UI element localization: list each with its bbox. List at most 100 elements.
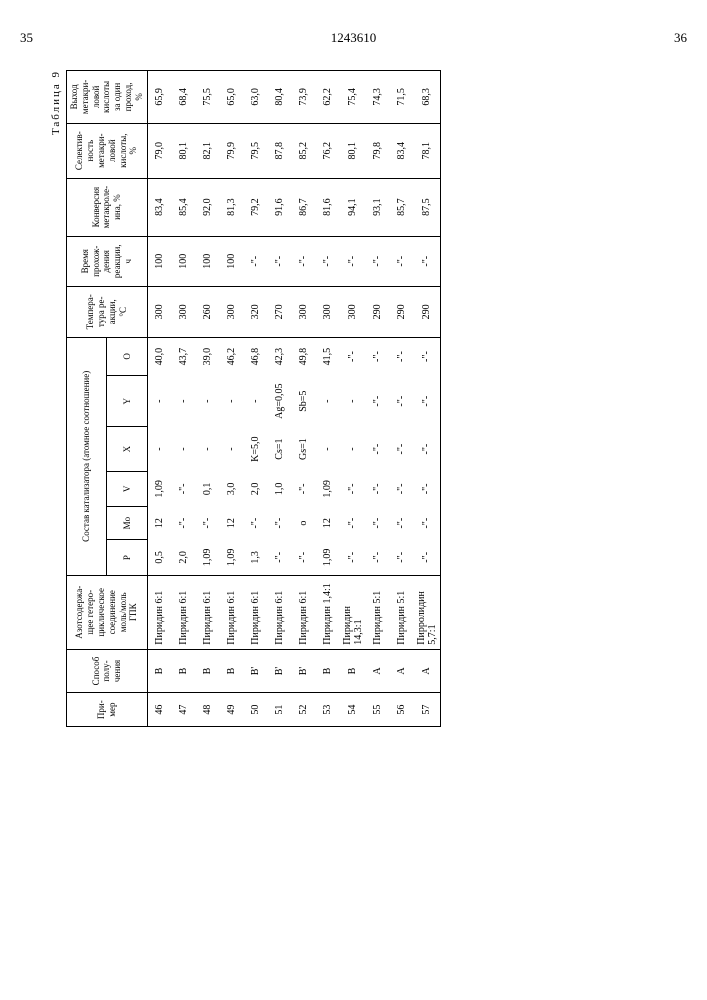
- cell-yield: 75,4: [340, 71, 366, 124]
- cell-y: -: [147, 375, 172, 427]
- cell-mo: 12: [220, 506, 244, 539]
- cell-x: K=5,0: [244, 427, 268, 471]
- cell-het: Пиридин14,3:1: [340, 575, 366, 649]
- cell-mo: 12: [147, 506, 172, 539]
- cell-t: 300: [340, 286, 366, 337]
- cell-het: Пиридин 6:1: [196, 575, 220, 649]
- cell-conv: 92,0: [196, 178, 220, 236]
- cell-sel: 79,9: [220, 123, 244, 178]
- th-p: P: [107, 540, 147, 575]
- cell-p: 1,3: [244, 540, 268, 575]
- cell-sel: 85,2: [292, 123, 316, 178]
- cell-y: -: [220, 375, 244, 427]
- table-head: При-мер Способполу-чения Азотсодержа-щее…: [67, 71, 148, 727]
- cell-p: -"-: [340, 540, 366, 575]
- cell-t: 290: [366, 286, 390, 337]
- cell-time: -"-: [268, 236, 292, 286]
- table-row: 55АПиридин 5:1-"--"--"--"--"--"-290-"-93…: [366, 71, 390, 727]
- cell-p: -"-: [292, 540, 316, 575]
- cell-time: -"-: [340, 236, 366, 286]
- cell-m: А: [414, 649, 441, 693]
- cell-p: 0,5: [147, 540, 172, 575]
- cell-conv: 86,7: [292, 178, 316, 236]
- cell-p: 2,0: [172, 540, 196, 575]
- cell-sel: 82,1: [196, 123, 220, 178]
- cell-n: 50: [244, 693, 268, 727]
- cell-y: -"-: [390, 375, 414, 427]
- cell-x: -: [316, 427, 340, 471]
- th-primer: При-мер: [67, 693, 148, 727]
- cell-conv: 85,7: [390, 178, 414, 236]
- cell-o: 49,8: [292, 337, 316, 375]
- cell-v: 0,1: [196, 471, 220, 506]
- table-row: 53ВПиридин 1,4:11,09121,09--41,5300-"-81…: [316, 71, 340, 727]
- cell-m: В: [220, 649, 244, 693]
- cell-o: 42,3: [268, 337, 292, 375]
- cell-yield: 62,2: [316, 71, 340, 124]
- cell-y: -: [172, 375, 196, 427]
- cell-mo: о: [292, 506, 316, 539]
- th-conv: Конверсияметакроле-ина, %: [67, 178, 148, 236]
- th-x: X: [107, 427, 147, 471]
- cell-conv: 79,2: [244, 178, 268, 236]
- table-row: 52В'Пиридин 6:1-"-о-"-Gs=1Sb=549,8300-"-…: [292, 71, 316, 727]
- cell-time: 100: [220, 236, 244, 286]
- cell-o: 46,2: [220, 337, 244, 375]
- cell-p: -"-: [414, 540, 441, 575]
- cell-x: -"-: [366, 427, 390, 471]
- cell-t: 300: [292, 286, 316, 337]
- cell-sel: 87,8: [268, 123, 292, 178]
- cell-yield: 80,4: [268, 71, 292, 124]
- cell-conv: 81,6: [316, 178, 340, 236]
- cell-time: -"-: [292, 236, 316, 286]
- cell-het: Пиридин 6:1: [220, 575, 244, 649]
- cell-o: 40,0: [147, 337, 172, 375]
- cell-yield: 71,5: [390, 71, 414, 124]
- cell-m: В: [196, 649, 220, 693]
- cell-t: 270: [268, 286, 292, 337]
- cell-y: -"-: [366, 375, 390, 427]
- cell-het: Пиридин 6:1: [292, 575, 316, 649]
- cell-y: Sb=5: [292, 375, 316, 427]
- cell-het: Пиридин 6:1: [172, 575, 196, 649]
- cell-p: -"-: [390, 540, 414, 575]
- cell-yield: 65,9: [147, 71, 172, 124]
- cell-sel: 80,1: [340, 123, 366, 178]
- cell-o: -"-: [390, 337, 414, 375]
- cell-conv: 93,1: [366, 178, 390, 236]
- cell-n: 51: [268, 693, 292, 727]
- cell-time: 100: [172, 236, 196, 286]
- cell-x: -: [172, 427, 196, 471]
- cell-sel: 78,1: [414, 123, 441, 178]
- cell-v: -"-: [414, 471, 441, 506]
- th-y: Y: [107, 375, 147, 427]
- cell-m: А: [390, 649, 414, 693]
- cell-het: Пиридин 5:1: [390, 575, 414, 649]
- cell-n: 55: [366, 693, 390, 727]
- th-o: O: [107, 337, 147, 375]
- th-method: Способполу-чения: [67, 649, 148, 693]
- cell-n: 49: [220, 693, 244, 727]
- cell-yield: 65,0: [220, 71, 244, 124]
- cell-x: Cs=1: [268, 427, 292, 471]
- cell-sel: 79,0: [147, 123, 172, 178]
- table-row: 50В'Пиридин 6:11,3-"-2,0K=5,0-46,8320-"-…: [244, 71, 268, 727]
- cell-p: 1,09: [196, 540, 220, 575]
- cell-o: 41,5: [316, 337, 340, 375]
- cell-mo: -"-: [172, 506, 196, 539]
- th-mo: Mo: [107, 506, 147, 539]
- cell-t: 320: [244, 286, 268, 337]
- cell-yield: 73,9: [292, 71, 316, 124]
- th-yield: Выходметакри-ловойкислотыза одинпроход,%: [67, 71, 148, 124]
- cell-v: -"-: [366, 471, 390, 506]
- cell-v: -"-: [340, 471, 366, 506]
- cell-y: -"-: [414, 375, 441, 427]
- cell-m: А: [366, 649, 390, 693]
- cell-x: -: [340, 427, 366, 471]
- cell-sel: 83,4: [390, 123, 414, 178]
- table-row: 54ВПиридин14,3:1-"--"--"----"-300-"-94,1…: [340, 71, 366, 727]
- cell-time: 100: [147, 236, 172, 286]
- cell-x: -: [220, 427, 244, 471]
- cell-v: 3,0: [220, 471, 244, 506]
- cell-y: -: [316, 375, 340, 427]
